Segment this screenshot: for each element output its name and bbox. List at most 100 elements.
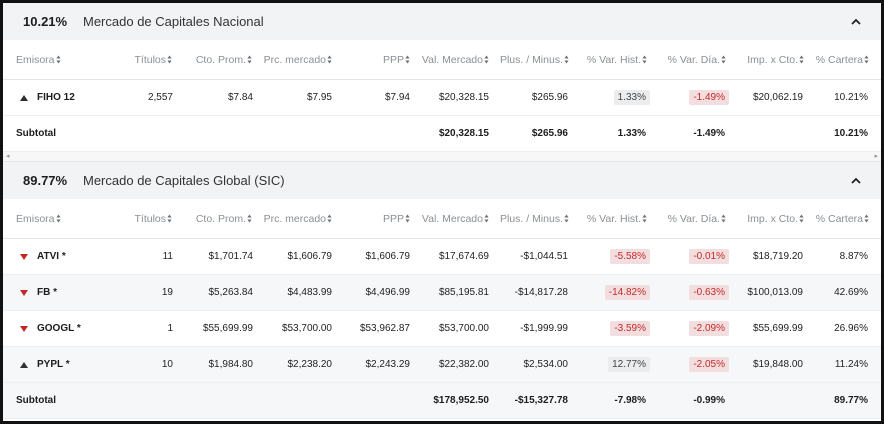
sort-arrows-icon[interactable]: [405, 55, 411, 65]
column-header-titulos[interactable]: Títulos: [134, 199, 173, 238]
cell-value: $5,263.84: [208, 287, 254, 298]
column-header-plus[interactable]: Plus. / Minus.: [500, 199, 570, 238]
cell-value: -$1,999.99: [520, 323, 568, 334]
column-header-dia[interactable]: % Var. Día.: [668, 40, 727, 79]
sort-arrows-icon[interactable]: [327, 55, 333, 65]
cell-dia: -0.01%: [689, 239, 729, 274]
cell-value: $22,382.00: [438, 359, 489, 370]
subtotal-value: -7.98%: [614, 395, 646, 406]
sort-arrows-icon[interactable]: [721, 214, 727, 224]
cell-value: $2,534.00: [523, 359, 569, 370]
sort-arrows-icon[interactable]: [799, 214, 805, 224]
subtotal-dia: -0.99%: [693, 383, 725, 418]
table-row[interactable]: FB * 19 $5,263.84 $4,483.99 $4,496.99 $85,195…: [3, 275, 881, 311]
cell-value: $53,700.00: [438, 323, 489, 334]
section-1: 10.21% Mercado de Capitales Nacional Emiso…: [3, 3, 881, 162]
table-row[interactable]: PYPL * 10 $1,984.80 $2,238.20 $2,243.29 $22,3…: [3, 347, 881, 383]
column-header-label: Imp. x Cto.: [747, 212, 798, 225]
table-row[interactable]: FIHO 12 2,557 $7.84 $7.95 $7.94 $20,328.15 $26…: [3, 80, 881, 116]
cell-emisora: PYPL *: [37, 347, 70, 382]
column-header-prc[interactable]: Prc. mercado: [264, 40, 333, 79]
chevron-up-icon[interactable]: [849, 174, 863, 188]
cell-plus: $2,534.00: [524, 347, 569, 382]
cell-value: 42.69%: [834, 287, 868, 298]
cell-value: 19: [161, 287, 173, 298]
column-header-val[interactable]: Val. Mercado: [422, 199, 490, 238]
cell-value: $20,328.15: [438, 92, 489, 103]
column-header-hist[interactable]: % Var. Hist.: [587, 199, 648, 238]
change-badge: -3.59%: [610, 321, 650, 336]
change-badge: 1.33%: [613, 90, 650, 105]
chevron-up-icon[interactable]: [849, 15, 863, 29]
section-title: Mercado de Capitales Global (SIC): [83, 173, 285, 188]
horizontal-scrollbar[interactable]: ◂ ▸: [3, 152, 881, 162]
sort-arrows-icon[interactable]: [167, 55, 173, 65]
column-header-label: Cto. Prom.: [195, 53, 246, 66]
column-header-cartera[interactable]: % Cartera: [816, 40, 870, 79]
column-header-label: Prc. mercado: [263, 212, 326, 225]
column-header-imp[interactable]: Imp. x Cto.: [747, 199, 805, 238]
column-header-titulos[interactable]: Títulos: [134, 40, 173, 79]
column-header-imp[interactable]: Imp. x Cto.: [747, 40, 805, 79]
subtotal-label: Subtotal: [16, 383, 56, 418]
subtotal-value: 1.33%: [617, 128, 646, 139]
column-header-cto[interactable]: Cto. Prom.: [196, 199, 253, 238]
subtotal-value: $265.96: [531, 128, 568, 139]
column-header-hist[interactable]: % Var. Hist.: [587, 40, 648, 79]
column-header-label: % Cartera: [815, 53, 863, 66]
column-header-cto[interactable]: Cto. Prom.: [196, 40, 253, 79]
column-header-emisora[interactable]: Emisora: [16, 40, 62, 79]
sort-arrows-icon[interactable]: [721, 55, 727, 65]
section-title: Mercado de Capitales Nacional: [83, 14, 264, 29]
subtotal-value: -1.49%: [693, 128, 725, 139]
subtotal-hist: -7.98%: [614, 383, 646, 418]
portfolio-panel: 10.21% Mercado de Capitales Nacional Emiso…: [3, 3, 881, 421]
sort-arrows-icon[interactable]: [642, 214, 648, 224]
column-header-emisora[interactable]: Emisora: [16, 199, 62, 238]
column-header-plus[interactable]: Plus. / Minus.: [500, 40, 570, 79]
sort-arrows-icon[interactable]: [564, 55, 570, 65]
cell-cto: $1,984.80: [209, 347, 254, 382]
cell-plus: -$14,817.28: [515, 275, 568, 310]
section-header[interactable]: 89.77% Mercado de Capitales Global (SIC): [3, 162, 881, 199]
column-header-prc[interactable]: Prc. mercado: [264, 199, 333, 238]
cell-cto: $5,263.84: [209, 275, 254, 310]
sort-arrows-icon[interactable]: [405, 214, 411, 224]
sort-arrows-icon[interactable]: [327, 214, 333, 224]
sort-arrows-icon[interactable]: [864, 214, 870, 224]
column-header-ppp[interactable]: PPP: [383, 199, 411, 238]
sort-arrows-icon[interactable]: [55, 214, 62, 224]
sort-arrows-icon[interactable]: [484, 55, 490, 65]
section-header[interactable]: 10.21% Mercado de Capitales Nacional: [3, 3, 881, 40]
table-row[interactable]: GOOGL * 1 $55,699.99 $53,700.00 $53,962.87 $5…: [3, 311, 881, 347]
scroll-left-icon[interactable]: ◂: [6, 153, 10, 160]
column-header-cartera[interactable]: % Cartera: [816, 199, 870, 238]
column-header-ppp[interactable]: PPP: [383, 40, 411, 79]
cell-emisora: FB *: [37, 275, 57, 310]
sort-arrows-icon[interactable]: [247, 214, 253, 224]
sort-arrows-icon[interactable]: [55, 55, 62, 65]
column-header-val[interactable]: Val. Mercado: [422, 40, 490, 79]
sort-arrows-icon[interactable]: [799, 55, 805, 65]
sort-arrows-icon[interactable]: [167, 214, 173, 224]
subtotal-value: 10.21%: [834, 128, 868, 139]
cell-value: $100,013.09: [747, 287, 803, 298]
cell-value: FB *: [37, 287, 57, 298]
subtotal-value: -$15,327.78: [514, 395, 568, 406]
sort-arrows-icon[interactable]: [247, 55, 253, 65]
subtotal-cartera: 10.21%: [834, 116, 868, 151]
column-header-dia[interactable]: % Var. Día.: [668, 199, 727, 238]
sort-arrows-icon[interactable]: [864, 55, 870, 65]
cell-hist: -14.82%: [604, 275, 650, 310]
scroll-right-icon[interactable]: ▸: [874, 153, 878, 160]
column-header-label: Plus. / Minus.: [499, 212, 563, 225]
sort-arrows-icon[interactable]: [484, 214, 490, 224]
change-badge: -14.82%: [604, 285, 650, 300]
sort-arrows-icon[interactable]: [642, 55, 648, 65]
cell-value: $18,719.20: [752, 251, 803, 262]
section-percentage: 10.21%: [23, 14, 68, 29]
table-row[interactable]: ATVI * 11 $1,701.74 $1,606.79 $1,606.79 $17,6…: [3, 239, 881, 275]
cell-value: -$1,044.51: [520, 251, 568, 262]
sort-arrows-icon[interactable]: [564, 214, 570, 224]
column-header-label: Títulos: [134, 212, 166, 225]
